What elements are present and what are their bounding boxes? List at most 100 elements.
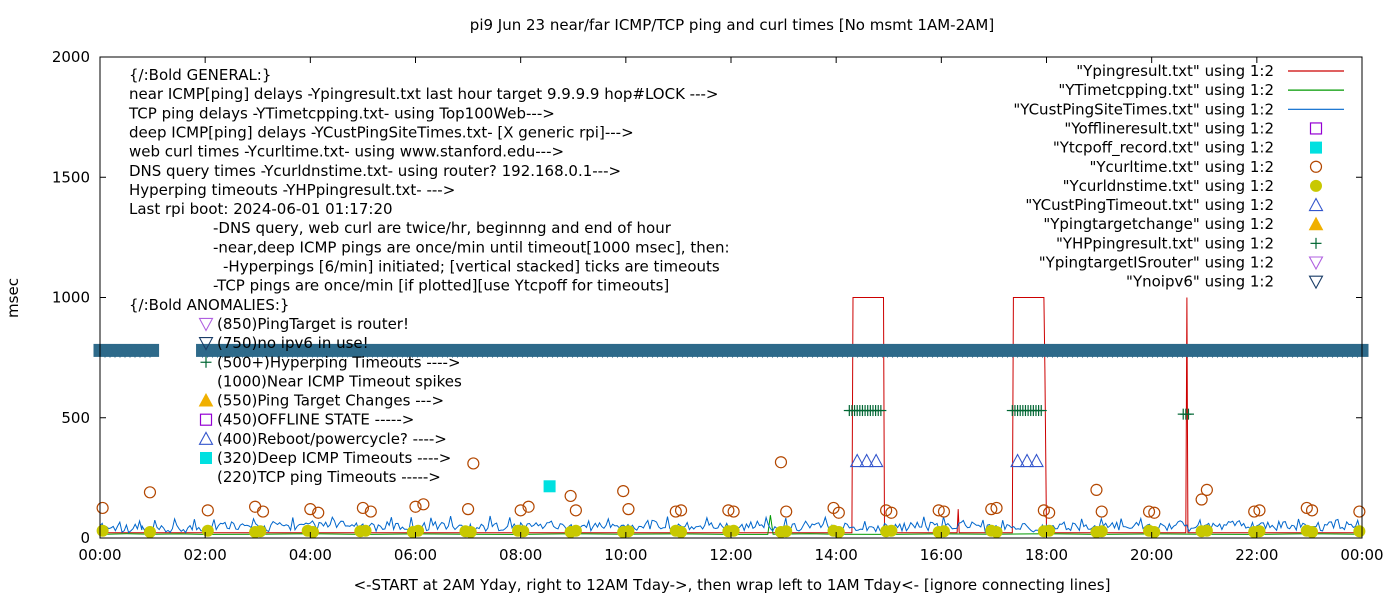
legend-entry: "Yofflineresult.txt" using 1:2 bbox=[1064, 119, 1274, 137]
series-point bbox=[201, 524, 214, 537]
series-point bbox=[543, 480, 556, 493]
x-tick-label: 12:00 bbox=[709, 546, 752, 564]
legend-symbol bbox=[1308, 216, 1324, 231]
axes: 00:00 02:00 04:00 06:00 08:00 10:00 12:00 14:00… bbox=[52, 48, 1384, 564]
annotation-line: Hyperping timeouts -YHPpingresult.txt- -… bbox=[129, 181, 455, 199]
annotation-line: (400)Reboot/powercycle? ----> bbox=[217, 430, 447, 448]
x-tick-label: 16:00 bbox=[920, 546, 963, 564]
legend-entry: "Ytcpoff_record.txt" using 1:2 bbox=[1053, 139, 1274, 158]
series-point bbox=[1353, 505, 1366, 518]
series-point bbox=[780, 525, 793, 538]
series-point bbox=[96, 524, 109, 537]
chart-title: pi9 Jun 23 near/far ICMP/TCP ping and cu… bbox=[470, 16, 994, 34]
noipv6-marker bbox=[144, 344, 156, 359]
legend-entry: "Ynoipv6" using 1:2 bbox=[1126, 273, 1274, 291]
series-point bbox=[849, 453, 865, 468]
series-1 bbox=[99, 515, 1363, 535]
annotation-line: deep ICMP[ping] delays -YCustPingSiteTim… bbox=[129, 123, 634, 141]
series-0 bbox=[100, 297, 1362, 534]
series-point bbox=[774, 456, 788, 469]
series-point bbox=[1195, 493, 1208, 506]
x-tick-label: 04:00 bbox=[289, 546, 332, 564]
x-tick-label: 00:00 bbox=[78, 546, 121, 564]
series-point bbox=[832, 525, 845, 538]
series-6 bbox=[849, 453, 1044, 468]
legend-entry: "YCustPingTimeout.txt" using 1:2 bbox=[1025, 196, 1274, 214]
series-point bbox=[1142, 505, 1156, 518]
series-point bbox=[990, 501, 1003, 515]
plot-area bbox=[93, 297, 1369, 538]
legend-entry: "YTimetcpping.txt" using 1:2 bbox=[1058, 81, 1274, 99]
legend-entry: "Ycurldnstime.txt" using 1:2 bbox=[1063, 177, 1274, 195]
annotation-line: (220)TCP ping Timeouts -----> bbox=[217, 468, 441, 486]
series-point bbox=[1353, 525, 1366, 538]
series-point bbox=[990, 525, 1003, 538]
series-point bbox=[522, 500, 535, 513]
series-point bbox=[409, 500, 422, 513]
series-point bbox=[356, 501, 370, 515]
series-point bbox=[622, 525, 635, 538]
series-point bbox=[1090, 483, 1103, 496]
series-point bbox=[254, 525, 267, 538]
annotation-line: (750)no ipv6 in use! bbox=[217, 334, 369, 352]
annotation-line: TCP ping delays -YTimetcpping.txt- using… bbox=[128, 104, 555, 122]
series-line bbox=[99, 515, 1363, 535]
x-tick-label: 02:00 bbox=[184, 546, 227, 564]
series-point bbox=[1200, 524, 1213, 537]
series-point bbox=[1200, 483, 1213, 496]
series-point bbox=[1043, 524, 1056, 537]
annotation-line: -TCP pings are once/min [if plotted][use… bbox=[213, 277, 669, 295]
y-tick-label: 1500 bbox=[52, 168, 90, 186]
series-point bbox=[514, 504, 527, 517]
annotation-glyph bbox=[200, 452, 212, 464]
series-7 bbox=[843, 405, 1194, 420]
annotation-line: (550)Ping Target Changes ---> bbox=[217, 392, 444, 410]
series-point bbox=[674, 504, 688, 517]
y-axis-label: msec bbox=[4, 278, 22, 318]
x-tick-label: 18:00 bbox=[1025, 546, 1068, 564]
series-point bbox=[569, 504, 582, 517]
series-point bbox=[96, 501, 109, 515]
annotation-line: Last rpi boot: 2024-06-01 01:17:20 bbox=[129, 200, 393, 218]
series-point bbox=[875, 405, 887, 417]
x-tick-label: 00:00 bbox=[1340, 546, 1383, 564]
series-point bbox=[1043, 506, 1056, 519]
series-point bbox=[564, 489, 577, 503]
series-point bbox=[1182, 408, 1194, 420]
legend-entry: "YHPpingresult.txt" using 1:2 bbox=[1056, 234, 1274, 252]
annotation-glyph bbox=[198, 393, 214, 407]
legend-symbol bbox=[1308, 256, 1324, 271]
series-point bbox=[1010, 453, 1026, 468]
series-point bbox=[1248, 505, 1261, 518]
series-point bbox=[1148, 525, 1161, 538]
annotation-line: (1000)Near ICMP Timeout spikes bbox=[217, 372, 462, 390]
series-point bbox=[675, 525, 688, 538]
series-point bbox=[885, 506, 898, 519]
series-point bbox=[727, 505, 740, 518]
series-point bbox=[880, 504, 893, 517]
series-point bbox=[249, 500, 262, 513]
series-point bbox=[143, 525, 156, 538]
series-point bbox=[359, 524, 372, 537]
annotation-line: (320)Deep ICMP Timeouts ----> bbox=[217, 449, 451, 467]
series-point bbox=[412, 524, 425, 537]
annotation-line: web curl times -Ycurltime.txt- using www… bbox=[129, 143, 564, 161]
legend-entry: "YCustPingSiteTimes.txt" using 1:2 bbox=[1013, 100, 1274, 118]
series-point bbox=[1306, 525, 1319, 538]
annotation-glyph bbox=[198, 337, 214, 351]
series-point bbox=[364, 505, 377, 518]
series-point bbox=[885, 524, 898, 537]
series-point bbox=[569, 524, 582, 537]
series-point bbox=[417, 498, 430, 511]
series-3 bbox=[96, 456, 1366, 519]
series-point bbox=[617, 485, 630, 498]
x-tick-label: 08:00 bbox=[499, 546, 542, 564]
series-point bbox=[1095, 505, 1108, 518]
series-point bbox=[1300, 501, 1313, 515]
legend-entry: "Ypingresult.txt" using 1:2 bbox=[1076, 62, 1274, 80]
legend-symbol bbox=[1310, 141, 1322, 154]
series-point bbox=[932, 504, 945, 517]
series-point bbox=[1037, 504, 1050, 517]
y-tick-label: 500 bbox=[61, 409, 90, 427]
